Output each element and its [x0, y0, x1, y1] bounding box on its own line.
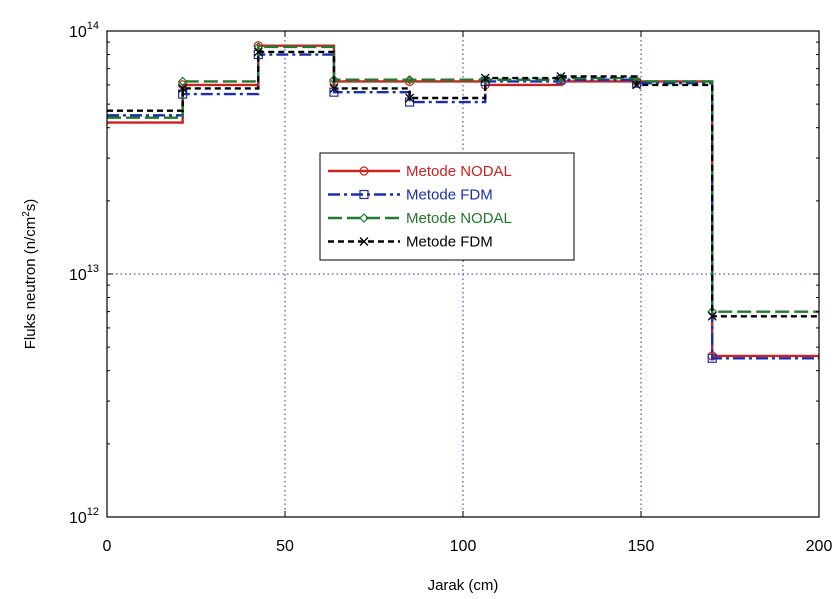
- square-marker: [359, 189, 369, 200]
- x-tick-label: 0: [103, 538, 112, 555]
- legend-label: Metode FDM: [406, 234, 493, 251]
- diamond-marker: [404, 74, 415, 85]
- x-marker: [480, 73, 490, 83]
- ticks: 0 50 100 150 200 1012 1013 1014: [69, 20, 832, 555]
- circle-marker: [405, 76, 415, 87]
- x-marker: [707, 311, 717, 321]
- square-marker: [707, 353, 717, 363]
- series-line: [107, 53, 819, 360]
- y-axis-label: Fluks neutron (n/cm2s): [21, 199, 39, 350]
- legend-item: Metode NODAL: [328, 210, 512, 227]
- x-marker: [556, 72, 566, 81]
- diamond-marker: [329, 74, 339, 85]
- x-marker: [253, 47, 263, 57]
- series-line: [107, 50, 819, 318]
- x-tick-label: 50: [276, 538, 294, 555]
- legend-label: Metode NODAL: [406, 163, 512, 180]
- x-marker: [405, 93, 415, 103]
- x-axis-label: Jarak (cm): [428, 577, 499, 594]
- x-tick-label: 100: [450, 538, 477, 555]
- x-marker: [329, 84, 339, 93]
- diamond-marker: [359, 213, 369, 223]
- legend-label: Metode FDM: [406, 187, 493, 204]
- legend-label: Metode NODAL: [406, 210, 512, 227]
- x-tick-label: 150: [628, 538, 655, 555]
- series-4: [107, 47, 819, 321]
- series-line: [107, 45, 819, 313]
- x-tick-label: 200: [806, 538, 833, 555]
- diamond-marker: [177, 76, 188, 87]
- x-marker: [632, 80, 642, 90]
- grid: [107, 31, 819, 517]
- legend-item: Metode FDM: [328, 234, 493, 251]
- y-tick-label: 1013: [69, 263, 99, 284]
- legend-item: Metode FDM: [328, 187, 493, 204]
- circle-marker: [359, 166, 369, 176]
- legend: Metode NODAL Metode FDM Metode NODAL Metode…: [319, 152, 575, 261]
- legend-item: Metode NODAL: [328, 163, 512, 180]
- y-tick-label: 1014: [69, 20, 99, 41]
- y-tick-label: 1012: [69, 506, 99, 527]
- series-layer: [107, 41, 819, 363]
- x-marker: [178, 84, 188, 93]
- x-marker: [359, 237, 369, 246]
